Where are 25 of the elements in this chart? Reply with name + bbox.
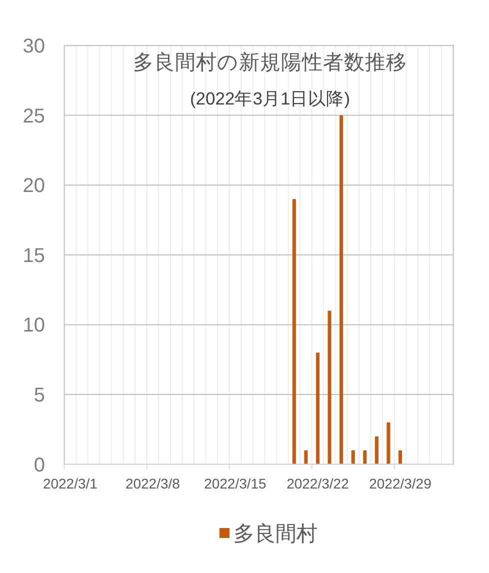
bar bbox=[398, 450, 402, 464]
bar bbox=[386, 422, 390, 464]
bar bbox=[351, 450, 355, 464]
x-tick-label: 2022/3/22 bbox=[286, 476, 350, 492]
x-tick-label: 2022/3/29 bbox=[369, 476, 432, 492]
x-tick-label: 2022/3/1 bbox=[42, 476, 98, 492]
y-tick-label: 25 bbox=[22, 105, 45, 128]
chart-title: 多良間村の新規陽性者数推移 bbox=[133, 51, 407, 74]
y-tick-label: 10 bbox=[22, 314, 45, 337]
y-tick-label: 15 bbox=[22, 244, 45, 267]
legend: 多良間村 bbox=[220, 522, 318, 546]
bar bbox=[304, 450, 308, 464]
y-tick-label: 5 bbox=[34, 384, 45, 406]
bar bbox=[363, 450, 367, 464]
x-tick-label: 2022/3/8 bbox=[125, 476, 180, 492]
x-tick-label: 2022/3/15 bbox=[204, 476, 267, 492]
bar bbox=[328, 310, 332, 464]
text: (2022年3月1日以降) bbox=[190, 88, 350, 108]
bar bbox=[340, 115, 344, 464]
y-tick-label: 20 bbox=[22, 175, 45, 198]
bar bbox=[316, 352, 320, 464]
y-tick-label: 0 bbox=[34, 454, 45, 476]
bar bbox=[374, 436, 378, 464]
y-tick-label: 30 bbox=[22, 36, 45, 58]
bar bbox=[292, 199, 296, 464]
